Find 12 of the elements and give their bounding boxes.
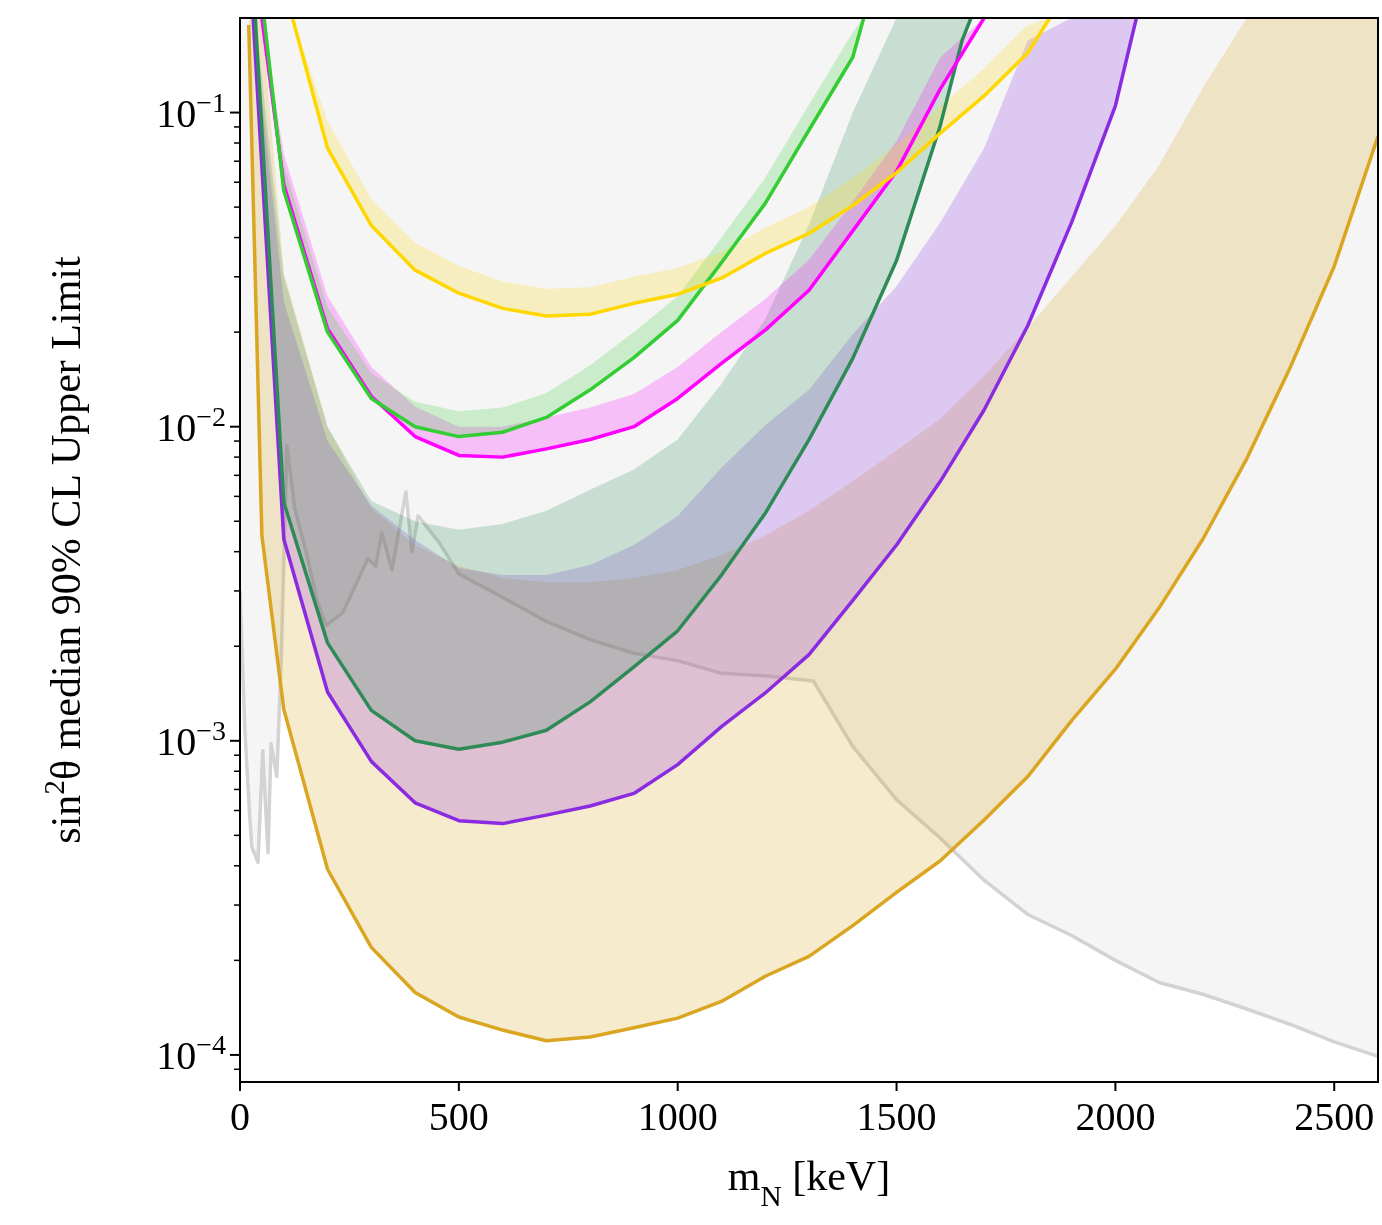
y-tick-label: 10$^{−4}$ [156,1028,226,1078]
x-tick-label: 500 [428,1094,489,1139]
y-tick-label: 10$^{−3}$ [156,714,226,764]
x-tick-label: 2000 [1075,1094,1156,1139]
y-tick-label: 10$^{−1}$ [156,86,226,136]
x-tick-label: 0 [230,1094,250,1139]
y-tick-label: 10$^{−2}$ [156,400,226,450]
x-tick-label: 1500 [856,1094,937,1139]
x-tick-label: 1000 [637,1094,718,1139]
x-tick-label: 2500 [1294,1094,1375,1139]
line-series [240,443,1378,1059]
x-axis-title: m$_{N}$ [keV] [727,1153,891,1212]
